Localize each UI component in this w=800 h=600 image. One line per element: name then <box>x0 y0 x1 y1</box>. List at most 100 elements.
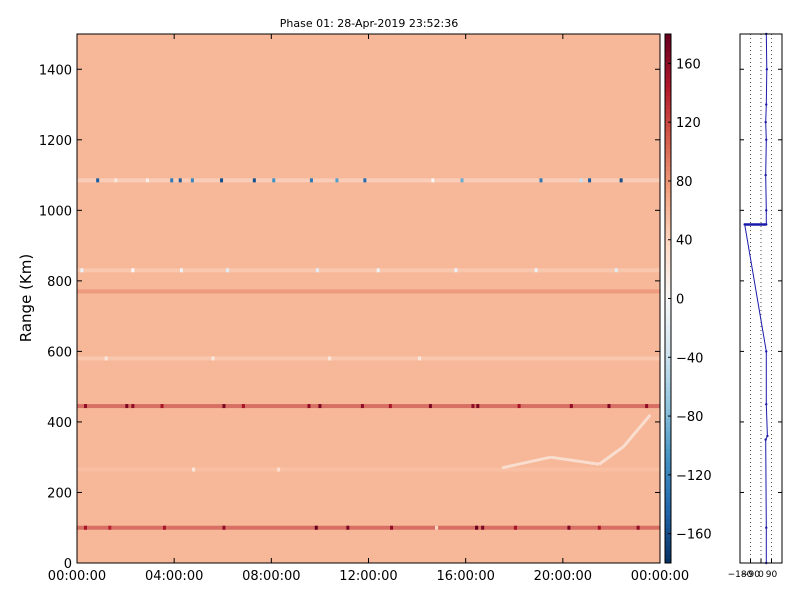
colorbar-segment <box>665 250 671 255</box>
x-tick-label: 16:00:00 <box>436 569 494 584</box>
colorbar-segment <box>665 157 671 163</box>
heatmap-cell <box>318 404 322 409</box>
heatmap-cell <box>309 178 313 183</box>
colorbar-segment <box>665 197 671 203</box>
heatmap-cell <box>307 404 311 409</box>
colorbar-segment <box>665 404 671 410</box>
y-axis: 0 200 400 600 800 1000 1200 1400 <box>39 63 660 572</box>
heatmap-cell <box>178 178 182 183</box>
heatmap-band <box>77 467 660 472</box>
colorbar-segment <box>665 144 671 150</box>
heatmap-band <box>77 356 660 361</box>
colorbar-segment <box>665 64 671 70</box>
heatmap-cell <box>418 356 422 361</box>
colorbar-segment <box>665 254 671 260</box>
profile-point <box>764 438 767 441</box>
colorbar-segment <box>665 113 671 119</box>
colorbar-segment <box>665 342 671 348</box>
colorbar-segment <box>665 505 671 511</box>
heatmap-cell <box>428 404 432 409</box>
heatmap-cell <box>222 525 226 530</box>
heatmap-cell <box>390 525 394 530</box>
heatmap-cell <box>96 178 100 183</box>
colorbar-segment <box>665 527 671 533</box>
colorbar-segment <box>665 324 671 330</box>
colorbar-segment <box>665 267 671 273</box>
phase-heatmap-panel: Phase 01: 28-Apr-2019 23:52:36 00:00:00 0… <box>17 17 689 584</box>
colorbar-segment <box>665 232 671 238</box>
colorbar-segment <box>665 34 671 39</box>
colorbar-segment <box>665 139 671 145</box>
heatmap-cell <box>84 525 88 530</box>
colorbar-segment <box>665 258 671 264</box>
colorbar-segment <box>665 78 671 83</box>
heatmap-cell <box>145 178 149 183</box>
heatmap-cell <box>160 404 164 409</box>
colorbar-segment <box>665 435 671 441</box>
colorbar-ticks: −160 −120 −80 −40 0 40 80 120 160 <box>668 57 712 543</box>
profile-point <box>764 120 767 124</box>
colorbar-segment <box>665 117 671 123</box>
heatmap-trace-segment <box>622 413 652 448</box>
colorbar-segment <box>665 554 671 560</box>
colorbar-segment <box>665 95 671 101</box>
colorbar-segment <box>665 338 671 344</box>
profile-series-line <box>744 33 768 563</box>
colorbar-segment <box>665 355 671 361</box>
colorbar-segment <box>665 452 671 458</box>
colorbar-tick-label: 0 <box>676 293 684 308</box>
heatmap-cell <box>376 268 380 273</box>
heatmap-cell <box>588 178 592 183</box>
heatmap-cell <box>252 178 256 183</box>
colorbar-segment <box>665 100 671 106</box>
heatmap-cell <box>220 178 224 183</box>
heatmap-cell <box>567 525 571 530</box>
heatmap-cell <box>192 467 196 472</box>
colorbar-segment <box>665 399 671 405</box>
heatmap-cell <box>328 356 332 361</box>
profile-point <box>765 103 768 106</box>
heatmap-background <box>77 34 660 563</box>
colorbar-segment <box>665 108 671 114</box>
heatmap-cell <box>272 178 276 183</box>
colorbar-segment <box>665 289 671 295</box>
colorbar-segment <box>665 130 671 136</box>
heatmap-cells <box>77 34 660 563</box>
colorbar-tick-label: −40 <box>676 351 703 366</box>
colorbar-segment <box>665 386 671 392</box>
heatmap-band <box>77 289 660 294</box>
colorbar-segment <box>665 408 671 414</box>
heatmap-cell <box>80 268 84 273</box>
colorbar-segment <box>665 430 671 436</box>
heatmap-band <box>77 268 660 273</box>
heatmap-cell <box>435 525 439 530</box>
colorbar-segment <box>665 307 671 313</box>
heatmap-cell <box>241 404 245 409</box>
profile-point <box>765 526 768 529</box>
colorbar-segment <box>665 466 671 471</box>
colorbar-segment <box>665 492 671 498</box>
y-tick-label: 800 <box>47 275 72 290</box>
profile-y-axis <box>740 68 782 564</box>
heatmap-band <box>77 178 660 183</box>
colorbar-segment <box>665 179 671 185</box>
colorbar-segment <box>665 421 671 427</box>
colorbar-segment <box>665 245 671 251</box>
heatmap-cell <box>607 404 611 409</box>
colorbar-segment <box>665 448 671 454</box>
colorbar-segment <box>665 510 671 516</box>
profile-point <box>765 350 768 353</box>
colorbar-segment <box>665 333 671 339</box>
heatmap-cell <box>108 525 112 530</box>
heatmap-trace-segment <box>598 445 625 466</box>
colorbar-segment <box>665 329 671 335</box>
heatmap-cell <box>104 356 108 361</box>
colorbar-segment <box>665 298 671 304</box>
colorbar-segment <box>665 373 671 379</box>
colorbar-tick-label: −120 <box>676 469 712 484</box>
heatmap-cell <box>431 178 435 183</box>
colorbar-segment <box>665 540 671 546</box>
colorbar-segment <box>665 183 671 189</box>
profile-point <box>766 434 769 438</box>
heatmap-cell <box>471 404 475 409</box>
